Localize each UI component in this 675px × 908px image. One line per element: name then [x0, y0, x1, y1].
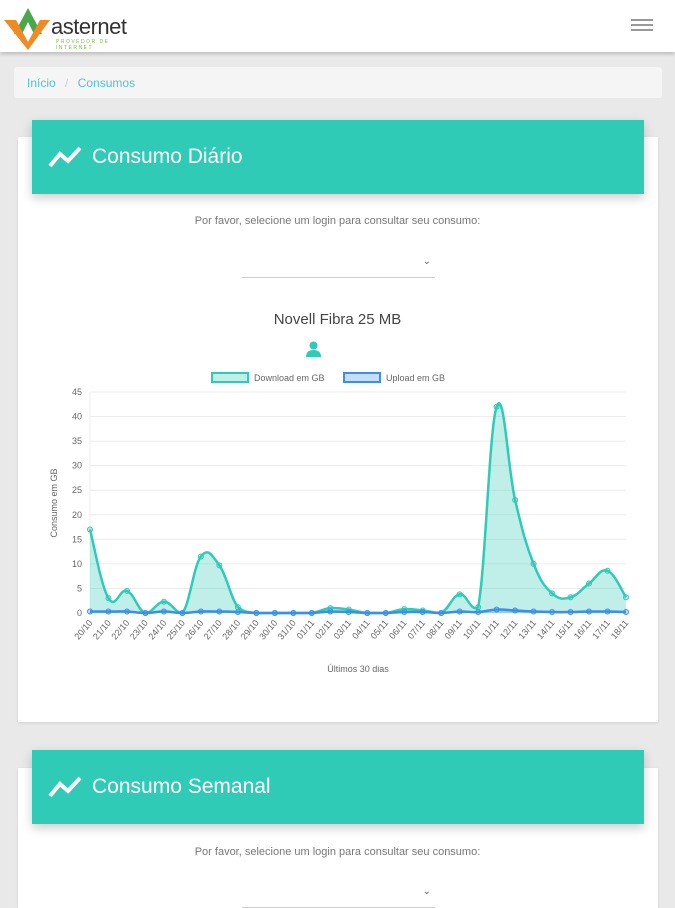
daily-title: Consumo Diário — [92, 145, 243, 168]
hamburger-icon[interactable] — [631, 19, 653, 33]
breadcrumb-separator: / — [65, 76, 69, 90]
chevron-down-icon: ⌄ — [422, 256, 431, 267]
trending-up-icon — [48, 776, 82, 798]
daily-card-header: Consumo Diário — [32, 120, 644, 194]
daily-login-select[interactable]: ⌄ — [242, 252, 435, 278]
legend-download-swatch — [211, 372, 249, 383]
legend-upload-label: Upload em GB — [386, 372, 446, 383]
weekly-prompt: Por favor, selecione um login para consu… — [194, 846, 481, 858]
legend-upload[interactable]: Upload em GB — [343, 372, 445, 383]
legend-download-label: Download em GB — [254, 372, 325, 383]
trending-up-icon — [48, 146, 82, 168]
weekly-login-select[interactable]: ⌄ — [242, 882, 435, 908]
logo-text: asternet — [51, 14, 127, 39]
top-bar: asternet PROVEDOR DE INTERNET — [0, 0, 675, 52]
legend-download[interactable]: Download em GB — [211, 372, 325, 383]
breadcrumb-current[interactable]: Consumos — [77, 76, 136, 90]
legend-upload-swatch — [343, 372, 381, 383]
breadcrumb: Início / Consumos — [14, 67, 662, 98]
weekly-card-header: Consumo Semanal — [32, 750, 644, 824]
plan-name: Novell Fibra 25 MB — [273, 311, 402, 328]
logo-mark-icon — [4, 8, 50, 50]
breadcrumb-home[interactable]: Início — [27, 76, 56, 90]
user-icon — [306, 341, 321, 357]
logo-tagline: PROVEDOR DE INTERNET — [56, 39, 110, 51]
asternet-logo[interactable]: asternet PROVEDOR DE INTERNET — [4, 6, 127, 51]
weekly-title: Consumo Semanal — [92, 775, 271, 798]
daily-prompt: Por favor, selecione um login para consu… — [194, 215, 481, 227]
chevron-down-icon: ⌄ — [422, 886, 431, 897]
